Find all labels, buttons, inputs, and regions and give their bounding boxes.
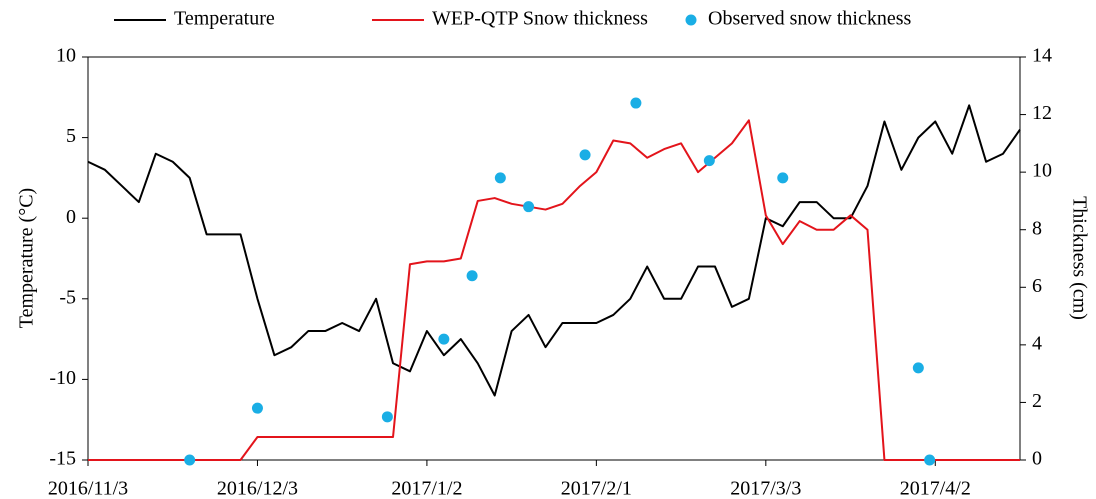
y-tick-label: -15 — [49, 448, 76, 470]
y-tick-label: 5 — [66, 125, 76, 147]
observed-point — [924, 454, 936, 466]
observed-point — [251, 402, 263, 414]
y2-tick-label: 6 — [1032, 275, 1042, 297]
y2-tick-label: 4 — [1032, 332, 1042, 354]
legend-label: Observed snow thickness — [708, 8, 912, 30]
observed-point — [579, 149, 591, 161]
observed-point — [703, 155, 715, 167]
legend-label: WEP-QTP Snow thickness — [432, 8, 648, 30]
series-line — [88, 119, 1020, 461]
y2-axis-label: Thickness (cm) — [1068, 196, 1090, 320]
y2-tick-label: 14 — [1032, 45, 1052, 67]
legend-label: Temperature — [174, 8, 275, 30]
legend-marker — [685, 14, 697, 26]
observed-point — [466, 270, 478, 282]
y2-tick-label: 0 — [1032, 448, 1042, 470]
plot-frame — [87, 56, 1021, 461]
y2-tick-label: 2 — [1032, 390, 1042, 412]
x-tick-label: 2017/3/3 — [730, 478, 801, 499]
series-line — [87, 104, 1021, 397]
y-tick-label: -10 — [49, 367, 76, 389]
y-axis-label: Temperature (°C) — [16, 188, 38, 328]
observed-point — [438, 333, 450, 345]
y-tick-label: -5 — [59, 286, 76, 308]
observed-point — [184, 454, 196, 466]
y2-tick-label: 10 — [1032, 160, 1052, 182]
x-tick-label: 2017/4/2 — [900, 478, 971, 499]
x-tick-label: 2016/12/3 — [217, 478, 298, 499]
y-tick-label: 10 — [56, 45, 76, 67]
observed-point — [777, 172, 789, 184]
observed-point — [630, 97, 642, 109]
y2-tick-label: 8 — [1032, 217, 1042, 239]
observed-point — [912, 362, 924, 374]
y-tick-label: 0 — [66, 206, 76, 228]
x-tick-label: 2017/1/2 — [391, 478, 462, 499]
x-tick-label: 2017/2/1 — [561, 478, 632, 499]
observed-point — [381, 411, 393, 423]
observed-point — [494, 172, 506, 184]
x-tick-label: 2016/11/3 — [48, 478, 128, 499]
observed-point — [523, 201, 535, 213]
y2-tick-label: 12 — [1032, 102, 1052, 124]
